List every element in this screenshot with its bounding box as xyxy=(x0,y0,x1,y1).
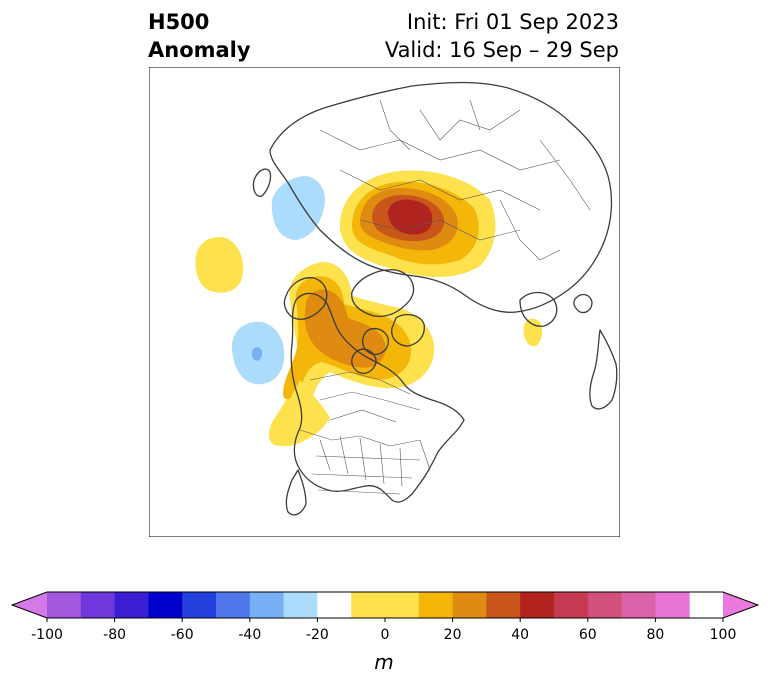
political-borders xyxy=(299,99,591,495)
colorbar-segment xyxy=(351,592,420,618)
central-america-coastline xyxy=(285,469,307,516)
anomaly-label: Anomaly xyxy=(148,38,251,62)
colorbar-tick-label: -100 xyxy=(31,627,63,643)
colorbar-tick-label: 40 xyxy=(511,627,530,643)
coastlines xyxy=(252,81,618,516)
colorbar-segment xyxy=(621,592,656,618)
colorbar-segment xyxy=(182,592,217,618)
colorbar-segment xyxy=(80,592,116,618)
colorbar-segment xyxy=(655,592,690,618)
colorbar-tick-label: -40 xyxy=(238,627,262,643)
colorbar-segment xyxy=(418,592,454,618)
colorbar-segment xyxy=(317,592,352,618)
british-isles-coastline xyxy=(573,293,593,314)
eurasia-coastline xyxy=(269,81,613,313)
init-date-label: Init: Fri 01 Sep 2023 xyxy=(406,10,619,34)
colorbar-tick-label: -20 xyxy=(305,627,329,643)
canada-anomaly-30 xyxy=(304,289,386,368)
plot-title: H500 Anomaly xyxy=(148,8,251,64)
colorbar-tick-label: 20 xyxy=(443,627,462,643)
colorbar-segment xyxy=(283,592,318,618)
colorbar-tick-label: -80 xyxy=(103,627,127,643)
forecast-dates: Init: Fri 01 Sep 2023 Valid: 16 Sep – 29… xyxy=(385,8,619,64)
pacific-positive-anomaly xyxy=(195,236,244,293)
eurasia-borders xyxy=(319,99,591,261)
colorbar-tick-label: -60 xyxy=(170,627,194,643)
alaska-coastline xyxy=(283,277,328,320)
anomaly-field xyxy=(195,170,543,447)
colorbar-segment xyxy=(249,592,285,618)
valid-range-label: Valid: 16 Sep – 29 Sep xyxy=(384,38,619,62)
canada-borders xyxy=(299,371,421,447)
colorbar-segment xyxy=(47,592,82,618)
greenland-coastline xyxy=(351,269,415,318)
us-state-borders xyxy=(311,435,431,495)
colorbar-segment xyxy=(114,592,149,618)
colorbar-tick-label: 0 xyxy=(380,627,390,643)
arctic-islands-coastline xyxy=(351,313,425,374)
map-panel xyxy=(149,67,620,537)
colorbar-segment xyxy=(148,592,183,618)
colorbar-tick-label: 60 xyxy=(578,627,597,643)
japan-coastline xyxy=(252,168,272,197)
variable-label: H500 xyxy=(148,10,210,34)
siberia-anomaly-50 xyxy=(388,199,433,235)
north-america-coastline xyxy=(290,292,465,503)
colorbar-tick-label: 80 xyxy=(646,627,665,643)
central-asia-negative-anomaly xyxy=(271,176,326,240)
colorbar-segment xyxy=(486,592,521,618)
colorbar-tick-label: 100 xyxy=(709,627,737,643)
colorbar-segment xyxy=(216,592,251,618)
colorbar-over-extension xyxy=(723,592,758,618)
colorbar-unit-label: m xyxy=(374,650,394,674)
scandinavia-coastline xyxy=(519,291,558,327)
colorbar-segment xyxy=(520,592,555,618)
gulf-of-alaska-anomaly-20 xyxy=(252,347,263,361)
colorbar-segment xyxy=(452,592,487,618)
colorbar-segment xyxy=(554,592,589,618)
colorbar-under-extension xyxy=(12,592,47,618)
colorbar xyxy=(10,591,760,622)
africa-coastline xyxy=(589,329,618,410)
colorbar-segment xyxy=(587,592,623,618)
